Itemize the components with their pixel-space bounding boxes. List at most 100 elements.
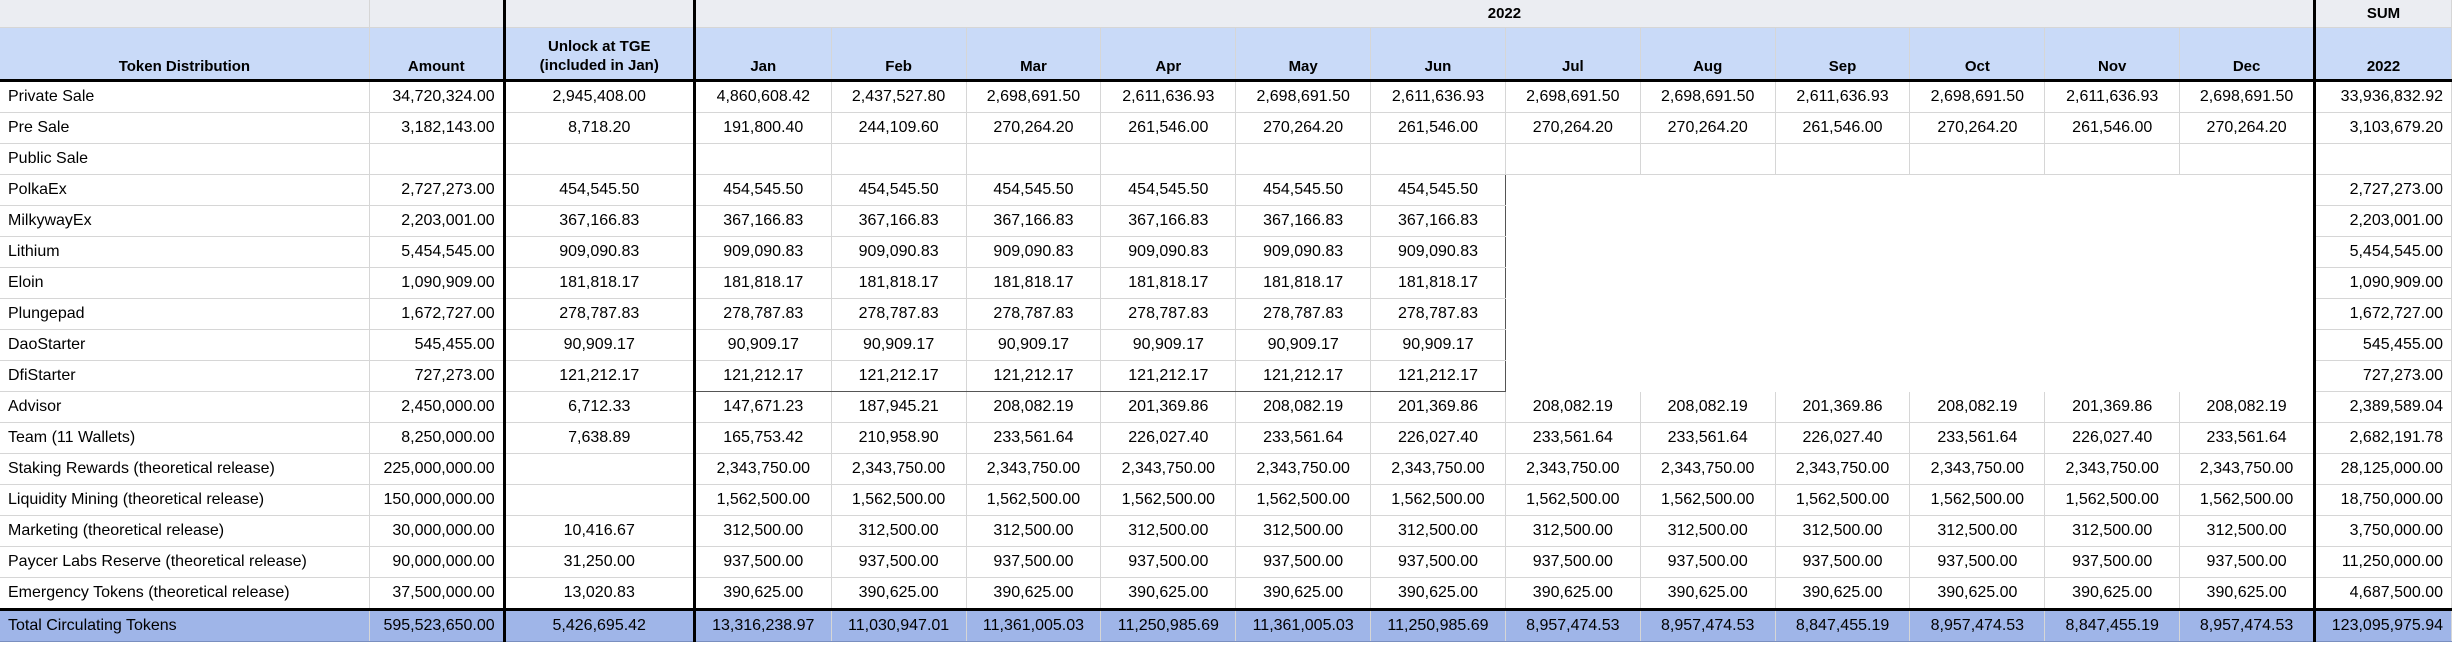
- month-cell-may[interactable]: 233,561.64: [1235, 422, 1372, 454]
- month-cell-dec[interactable]: 208,082.19: [2179, 391, 2317, 423]
- month-cell-apr[interactable]: 2,343,750.00: [1100, 453, 1237, 485]
- month-cell-feb[interactable]: 1,562,500.00: [831, 484, 967, 516]
- month-cell-apr[interactable]: 90,909.17: [1100, 329, 1237, 361]
- month-cell-jul[interactable]: 2,343,750.00: [1505, 453, 1641, 485]
- month-cell-jul[interactable]: 937,500.00: [1505, 546, 1641, 578]
- month-cell-nov[interactable]: 390,625.00: [2044, 577, 2181, 610]
- month-cell-nov[interactable]: [2045, 330, 2180, 361]
- tge-cell[interactable]: 13,020.83: [502, 577, 696, 610]
- month-cell-apr[interactable]: 1,562,500.00: [1100, 484, 1237, 516]
- month-cell-may[interactable]: 2,698,691.50: [1235, 80, 1372, 113]
- amount-cell[interactable]: 3,182,143.00: [369, 112, 505, 144]
- month-cell-jan[interactable]: 90,909.17: [694, 329, 832, 361]
- row-label[interactable]: Staking Rewards (theoretical release): [0, 453, 370, 485]
- month-cell-aug[interactable]: 233,561.64: [1640, 422, 1776, 454]
- row-label[interactable]: Pre Sale: [0, 112, 370, 144]
- month-cell-jun[interactable]: 390,625.00: [1370, 577, 1506, 610]
- month-cell-mar[interactable]: 909,090.83: [966, 236, 1102, 268]
- row-label[interactable]: Emergency Tokens (theoretical release): [0, 577, 370, 610]
- tge-cell[interactable]: 454,545.50: [502, 174, 696, 206]
- amount-cell[interactable]: 37,500,000.00: [369, 577, 505, 610]
- month-cell-dec[interactable]: [2179, 329, 2317, 361]
- col-header-mar[interactable]: Mar: [966, 27, 1102, 82]
- month-cell-jan[interactable]: [694, 143, 832, 175]
- month-cell-apr[interactable]: 390,625.00: [1100, 577, 1237, 610]
- month-cell-may[interactable]: 367,166.83: [1235, 205, 1372, 237]
- month-cell-jan[interactable]: 2,343,750.00: [694, 453, 832, 485]
- total-amount[interactable]: 595,523,650.00: [369, 608, 505, 642]
- total-month-nov[interactable]: 8,847,455.19: [2044, 608, 2181, 642]
- month-cell-oct[interactable]: 2,698,691.50: [1909, 80, 2046, 113]
- month-cell-jun[interactable]: 937,500.00: [1370, 546, 1506, 578]
- row-label[interactable]: Eloin: [0, 267, 370, 299]
- month-cell-aug[interactable]: 390,625.00: [1640, 577, 1776, 610]
- month-cell-jun[interactable]: 2,611,636.93: [1370, 80, 1506, 113]
- sum-cell[interactable]: 33,936,832.92: [2314, 80, 2452, 113]
- row-label[interactable]: Lithium: [0, 236, 370, 268]
- month-cell-jan[interactable]: 278,787.83: [694, 298, 832, 330]
- month-cell-oct[interactable]: 1,562,500.00: [1909, 484, 2046, 516]
- month-cell-nov[interactable]: 201,369.86: [2044, 391, 2181, 423]
- month-cell-may[interactable]: 90,909.17: [1235, 329, 1372, 361]
- month-cell-aug[interactable]: [1640, 206, 1775, 237]
- month-cell-oct[interactable]: [1910, 330, 2045, 361]
- month-cell-jan[interactable]: 181,818.17: [694, 267, 832, 299]
- month-cell-apr[interactable]: 2,611,636.93: [1100, 80, 1237, 113]
- month-cell-nov[interactable]: [2045, 361, 2180, 392]
- row-label[interactable]: Team (11 Wallets): [0, 422, 370, 454]
- month-cell-jul[interactable]: [1505, 299, 1640, 330]
- month-cell-sep[interactable]: [1775, 206, 1910, 237]
- month-cell-nov[interactable]: 1,562,500.00: [2044, 484, 2181, 516]
- month-cell-aug[interactable]: [1640, 268, 1775, 299]
- amount-cell[interactable]: 2,727,273.00: [369, 174, 505, 206]
- month-cell-may[interactable]: 390,625.00: [1235, 577, 1372, 610]
- tge-cell[interactable]: 6,712.33: [502, 391, 696, 423]
- month-cell-jul[interactable]: [1505, 361, 1640, 392]
- total-month-mar[interactable]: 11,361,005.03: [966, 608, 1102, 642]
- month-cell-dec[interactable]: 2,343,750.00: [2179, 453, 2317, 485]
- month-cell-sep[interactable]: [1775, 361, 1910, 392]
- col-header-dec[interactable]: Dec: [2179, 27, 2317, 82]
- tge-cell[interactable]: 367,166.83: [502, 205, 696, 237]
- month-cell-dec[interactable]: 2,698,691.50: [2179, 80, 2317, 113]
- month-cell-dec[interactable]: 312,500.00: [2179, 515, 2317, 547]
- month-cell-feb[interactable]: 2,343,750.00: [831, 453, 967, 485]
- month-cell-jan[interactable]: 121,212.17: [694, 360, 832, 392]
- month-cell-jun[interactable]: 261,546.00: [1370, 112, 1506, 144]
- month-cell-jun[interactable]: 278,787.83: [1370, 298, 1506, 330]
- sum-cell[interactable]: 1,090,909.00: [2314, 267, 2452, 299]
- sum-cell[interactable]: 2,203,001.00: [2314, 205, 2452, 237]
- year-group-header[interactable]: 2022: [694, 0, 2317, 28]
- month-cell-aug[interactable]: 270,264.20: [1640, 112, 1776, 144]
- amount-cell[interactable]: 2,203,001.00: [369, 205, 505, 237]
- tge-cell[interactable]: 8,718.20: [502, 112, 696, 144]
- month-cell-sep[interactable]: 937,500.00: [1775, 546, 1911, 578]
- sum-cell[interactable]: 18,750,000.00: [2314, 484, 2452, 516]
- total-month-aug[interactable]: 8,957,474.53: [1640, 608, 1776, 642]
- row-label[interactable]: Advisor: [0, 391, 370, 423]
- month-cell-mar[interactable]: 181,818.17: [966, 267, 1102, 299]
- month-cell-jun[interactable]: 226,027.40: [1370, 422, 1506, 454]
- month-cell-sep[interactable]: 226,027.40: [1775, 422, 1911, 454]
- month-cell-dec[interactable]: 937,500.00: [2179, 546, 2317, 578]
- tge-cell[interactable]: [502, 453, 696, 485]
- month-cell-jun[interactable]: 90,909.17: [1370, 329, 1506, 361]
- month-cell-jul[interactable]: [1505, 206, 1640, 237]
- col-header-apr[interactable]: Apr: [1100, 27, 1237, 82]
- month-cell-aug[interactable]: 2,698,691.50: [1640, 80, 1776, 113]
- month-cell-mar[interactable]: 208,082.19: [966, 391, 1102, 423]
- total-month-dec[interactable]: 8,957,474.53: [2179, 608, 2317, 642]
- month-cell-sep[interactable]: 2,343,750.00: [1775, 453, 1911, 485]
- tge-cell[interactable]: 2,945,408.00: [502, 80, 696, 113]
- tge-cell[interactable]: 90,909.17: [502, 329, 696, 361]
- total-month-apr[interactable]: 11,250,985.69: [1100, 608, 1237, 642]
- sum-cell[interactable]: 3,750,000.00: [2314, 515, 2452, 547]
- amount-cell[interactable]: 2,450,000.00: [369, 391, 505, 423]
- month-cell-may[interactable]: [1235, 143, 1372, 175]
- month-cell-sep[interactable]: 261,546.00: [1775, 112, 1911, 144]
- month-cell-may[interactable]: 2,343,750.00: [1235, 453, 1372, 485]
- month-cell-apr[interactable]: 121,212.17: [1100, 360, 1237, 392]
- month-cell-dec[interactable]: [2179, 360, 2317, 392]
- sum-cell[interactable]: 28,125,000.00: [2314, 453, 2452, 485]
- month-cell-sep[interactable]: 201,369.86: [1775, 391, 1911, 423]
